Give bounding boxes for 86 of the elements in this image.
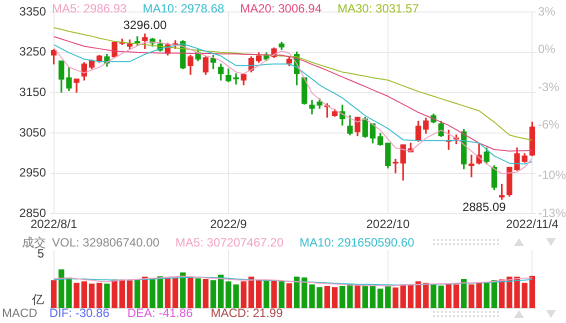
bar (88, 284, 95, 308)
y-tick-label: 3350 (19, 4, 46, 18)
bar (491, 280, 498, 308)
bar (256, 280, 262, 308)
bar (354, 286, 360, 308)
bar (119, 279, 125, 308)
bar (202, 279, 209, 308)
text: 亿 (31, 292, 44, 306)
bar (377, 288, 384, 308)
bar (423, 282, 429, 308)
bar (340, 286, 346, 308)
bar (58, 269, 64, 308)
text: MA20: 3006.94 (240, 1, 322, 16)
text: MA10: 291650590.60 (300, 235, 415, 250)
candlestick (392, 158, 398, 174)
bar (484, 282, 490, 308)
bar (392, 288, 398, 308)
text: MA5: 2986.93 (52, 1, 128, 16)
bar (142, 276, 148, 308)
x-tick-label: 2022/8/1 (30, 217, 78, 232)
bar (324, 286, 330, 308)
annotation: 2885.09 (462, 200, 506, 214)
series-label: VOL: 329806740.00 (52, 235, 160, 250)
y-tick-label: 3250 (19, 44, 46, 59)
bar (210, 280, 216, 308)
bar (81, 281, 88, 308)
annotation: MACD: 21.99 (210, 306, 283, 320)
bar (362, 286, 368, 308)
bar (278, 281, 284, 308)
x-tick-label: 2022/11/4 (506, 217, 559, 232)
bar (104, 284, 110, 308)
bar (370, 286, 376, 308)
y-tick-label: 3150 (19, 84, 46, 99)
bar (195, 278, 201, 308)
bar (294, 276, 300, 308)
bar (126, 280, 133, 308)
bar (172, 277, 178, 308)
y-axis-title: 成交 (22, 235, 46, 250)
bar (408, 284, 414, 308)
y-tick-label: 2850 (19, 206, 46, 220)
bar (286, 283, 292, 308)
bar (134, 279, 140, 308)
bar (157, 276, 163, 308)
bar (453, 284, 460, 308)
bar (415, 281, 422, 308)
bar (446, 284, 452, 308)
y2-tick-label: -3% (538, 80, 560, 94)
bar (302, 277, 308, 308)
text: MA30: 3031.57 (338, 1, 420, 16)
bar (164, 278, 171, 308)
annotation: DEA: -41.86 (127, 306, 193, 320)
annotation: 3296.00 (123, 18, 167, 32)
bar (248, 276, 254, 308)
x-tick-label: 2022/10 (366, 217, 410, 232)
bar (50, 280, 57, 308)
bar (385, 286, 391, 308)
y2-tick-label: 0% (538, 42, 556, 56)
bar (112, 279, 118, 308)
y-tick-label: 3050 (19, 125, 46, 140)
annotation: DIF: -30.86 (49, 306, 110, 320)
text: MA5: 307207467.20 (175, 235, 284, 250)
bar (188, 277, 194, 308)
bar (347, 284, 353, 308)
bar (529, 276, 536, 308)
y2-tick-label: 3% (538, 4, 556, 18)
y2-tick-label: -13% (538, 206, 566, 220)
bar (150, 279, 156, 308)
y-tick-label: 2950 (19, 166, 46, 180)
bar (264, 280, 270, 308)
bar (332, 287, 338, 308)
x-tick-label: 2022/9 (210, 217, 248, 232)
bar (240, 281, 246, 308)
bar (74, 282, 80, 308)
bar (522, 282, 528, 308)
bar (218, 274, 224, 308)
y2-tick-label: -10% (538, 168, 566, 182)
y2-tick-label: -6% (538, 118, 560, 132)
bar (180, 272, 186, 308)
bar (400, 284, 406, 308)
bar (461, 279, 467, 308)
bar (66, 277, 72, 308)
text: MACD (2, 306, 38, 320)
bar (271, 280, 277, 308)
text: MA10: 2978.68 (142, 1, 224, 16)
bar (96, 282, 102, 308)
candlestick (468, 154, 474, 178)
